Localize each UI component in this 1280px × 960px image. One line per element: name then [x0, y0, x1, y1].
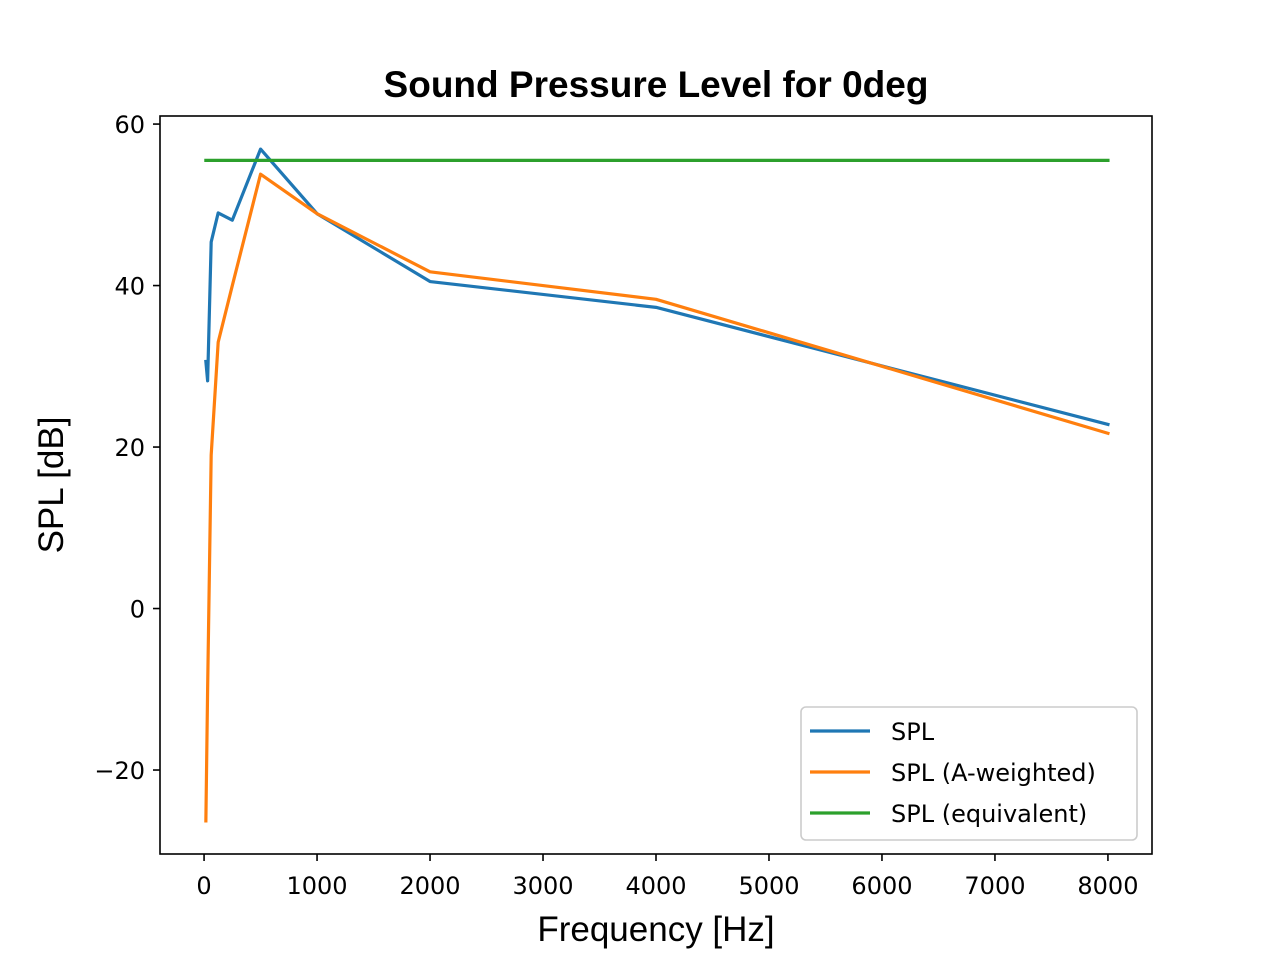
x-axis-label: Frequency [Hz]	[537, 910, 774, 949]
y-tick-label: 20	[114, 434, 145, 462]
y-tick-label: −20	[94, 757, 145, 785]
legend: SPL SPL (A-weighted) SPL (equivalent)	[800, 706, 1138, 841]
x-tick-label: 6000	[851, 872, 912, 900]
y-tick-label: 40	[114, 273, 145, 301]
x-tick-label: 1000	[287, 872, 348, 900]
series-line-1	[204, 147, 1110, 427]
y-axis-label: SPL [dB]	[32, 417, 71, 554]
series-line-2	[204, 172, 1110, 823]
x-tick-label: 0	[196, 872, 211, 900]
y-tick-label: 0	[130, 596, 145, 624]
x-tick-label: 4000	[625, 872, 686, 900]
chart-title: Sound Pressure Level for 0deg	[384, 64, 929, 105]
x-tick-label: 3000	[512, 872, 573, 900]
x-tick-label: 8000	[1077, 872, 1138, 900]
x-tick-label: 5000	[738, 872, 799, 900]
x-tick-label: 2000	[399, 872, 460, 900]
legend-label: SPL (equivalent)	[891, 800, 1087, 828]
legend-box	[800, 706, 1138, 841]
x-tick-label: 7000	[964, 872, 1025, 900]
series-layer	[204, 147, 1110, 823]
legend-label: SPL	[891, 718, 935, 746]
legend-label: SPL (A-weighted)	[891, 759, 1096, 787]
y-tick-label: 60	[114, 111, 145, 139]
y-axis: −20 0 20 40 60	[94, 111, 160, 785]
x-axis: 0 1000 2000 3000 4000 5000 6000 7000 8000	[196, 854, 1138, 900]
